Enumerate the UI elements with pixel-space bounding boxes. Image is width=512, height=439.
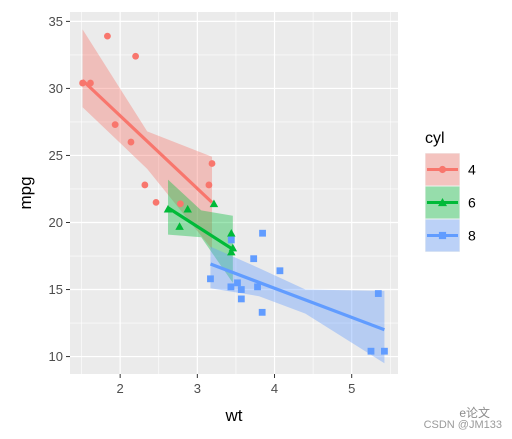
y-axis-title: mpg [16, 176, 35, 209]
data-point-cyl-8 [237, 295, 245, 303]
legend-key-marker [438, 165, 447, 174]
x-tick-label: 3 [194, 381, 201, 396]
fit-line-cyl-8 [209, 262, 385, 332]
fit-line-cyl-6 [167, 206, 234, 251]
data-point-cyl-4 [127, 138, 135, 146]
watermark-brand: e论文 [459, 406, 490, 420]
data-point-cyl-6 [227, 247, 236, 256]
y-tick-label: 15 [49, 282, 63, 297]
data-point-cyl-8 [374, 290, 382, 297]
confidence-band-cyl-8 [210, 246, 385, 364]
y-tick-label: 35 [49, 14, 63, 29]
legend-key-marker [438, 198, 447, 207]
data-point-cyl-6 [227, 228, 236, 237]
data-point-cyl-8 [234, 279, 241, 287]
data-point-cyl-8 [381, 347, 388, 355]
data-point-cyl-8 [227, 236, 235, 244]
data-point-cyl-8 [276, 267, 284, 275]
data-point-cyl-4 [104, 32, 111, 40]
x-axis-title: wt [225, 406, 243, 425]
legend-label: 4 [468, 162, 476, 178]
data-point-cyl-8 [367, 347, 375, 355]
legend-label: 6 [468, 195, 476, 211]
y-tick-label: 30 [49, 81, 63, 96]
data-point-cyl-4 [176, 200, 184, 208]
data-point-cyl-4 [132, 52, 140, 60]
data-point-cyl-8 [259, 229, 266, 237]
legend-title: cyl [425, 130, 445, 147]
y-tick-label: 20 [49, 215, 63, 230]
data-point-cyl-4 [79, 79, 86, 87]
data-point-cyl-8 [250, 255, 258, 263]
data-point-cyl-4 [141, 181, 149, 189]
data-point-cyl-4 [87, 79, 94, 87]
fit-line-cyl-4 [81, 79, 214, 204]
legend-item-cyl-4: 4 [425, 153, 476, 186]
legend-key-marker [438, 231, 447, 240]
x-tick-label: 2 [117, 381, 124, 396]
y-tick-label: 25 [49, 148, 63, 163]
confidence-band-cyl-6 [168, 179, 233, 283]
x-tick-label: 5 [348, 381, 355, 396]
data-point-cyl-8 [254, 283, 261, 291]
legend-item-cyl-6: 6 [425, 186, 476, 219]
data-point-cyl-4 [111, 121, 119, 129]
y-tick-label: 10 [49, 349, 63, 364]
data-point-cyl-6 [209, 199, 219, 208]
legend-item-cyl-8: 8 [425, 219, 476, 252]
data-point-cyl-4 [205, 181, 213, 189]
data-point-cyl-8 [207, 275, 214, 283]
watermark-credit: CSDN @JM133 [423, 419, 502, 431]
data-point-cyl-8 [227, 283, 235, 291]
data-point-cyl-8 [258, 308, 266, 316]
data-point-cyl-8 [237, 286, 245, 293]
data-point-cyl-6 [183, 204, 192, 213]
legend-label: 8 [468, 228, 476, 244]
data-point-cyl-6 [175, 222, 184, 230]
data-point-cyl-4 [152, 198, 160, 206]
data-point-cyl-4 [208, 160, 216, 167]
data-point-cyl-6 [163, 204, 173, 213]
x-tick-label: 4 [271, 381, 278, 396]
